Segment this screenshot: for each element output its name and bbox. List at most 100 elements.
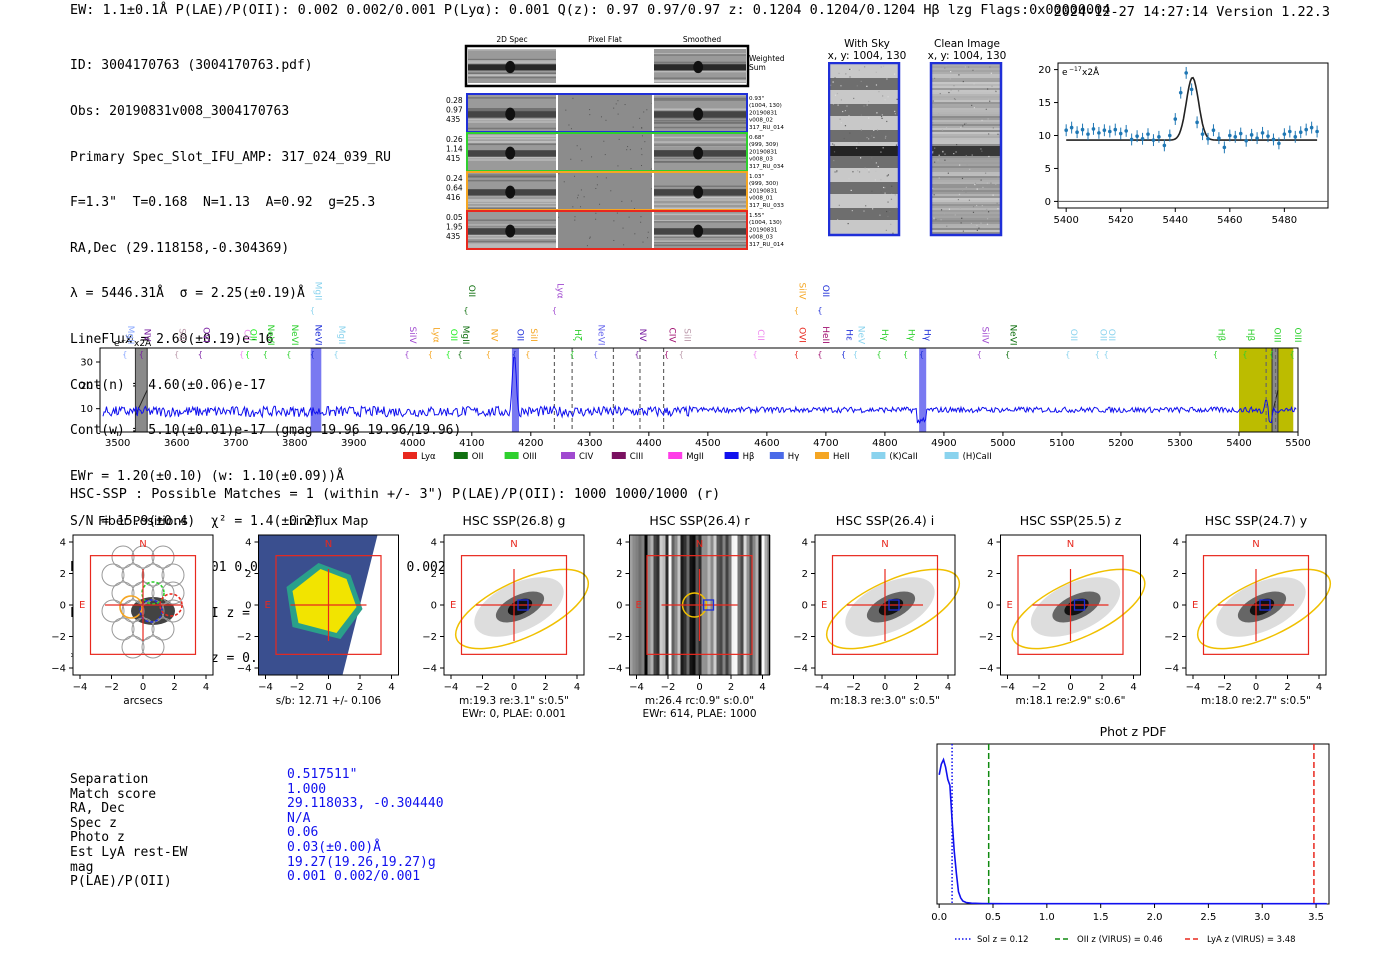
pixel-noise — [954, 98, 957, 101]
legend-label: Hβ — [743, 452, 755, 462]
line-brace: { — [263, 350, 268, 359]
data-point — [1260, 131, 1265, 135]
data-point — [1135, 134, 1139, 138]
x-tick-label: 0 — [511, 682, 517, 693]
data-point — [1282, 132, 1287, 136]
data-point — [1168, 133, 1172, 138]
match-value: N/A — [287, 810, 311, 826]
image-row — [830, 100, 898, 102]
ylabel-e: e — [114, 339, 120, 349]
data-point — [1157, 135, 1161, 139]
image-row — [830, 230, 898, 232]
image-row — [830, 208, 898, 210]
image-row — [830, 120, 898, 122]
pixel-noise — [846, 139, 848, 141]
pixel-noise — [877, 165, 879, 168]
aperture-ellipse — [1011, 568, 1146, 650]
match-labels: Separation Match score RA, Dec Spec z Ph… — [70, 772, 187, 890]
flat-noise — [642, 241, 644, 243]
pixel-noise — [837, 219, 839, 221]
noise-stripe — [468, 174, 556, 176]
pixel-noise — [932, 150, 934, 153]
data-point — [1162, 143, 1167, 148]
row-left-stat: 435 — [446, 232, 461, 241]
north-label: N — [1252, 539, 1259, 550]
image-row — [830, 74, 898, 76]
pixel-noise — [943, 213, 946, 215]
noise-stripe — [468, 74, 556, 77]
legend-label: LyA z (VIRUS) = 3.48 — [1207, 935, 1296, 945]
pixel-noise — [851, 210, 853, 212]
match-box — [1073, 599, 1086, 611]
pixel-noise — [985, 172, 987, 174]
pixel-noise — [834, 77, 836, 79]
image-row — [932, 182, 1000, 184]
image-row — [932, 160, 1000, 162]
x-tick-label: 0 — [140, 682, 146, 693]
emission-line-label: OII — [1097, 329, 1107, 341]
flat-noise — [589, 114, 591, 116]
pixel-noise — [860, 114, 862, 116]
x-tick-label: 2.5 — [1200, 912, 1216, 923]
flat-noise — [570, 158, 572, 160]
line-brace: { — [1095, 350, 1100, 359]
image-row — [932, 206, 1000, 208]
pixel-noise — [890, 223, 892, 225]
data-point — [1255, 136, 1259, 140]
image-row — [932, 218, 1000, 220]
image-row — [932, 200, 1000, 202]
pixel-noise — [938, 154, 940, 156]
image-row — [932, 136, 1000, 138]
pixel-noise — [833, 144, 835, 146]
image-row — [830, 184, 898, 186]
stamp-caption: EWr: 614, PLAE: 1000 — [642, 708, 756, 720]
image-row — [932, 114, 1000, 116]
image-row — [932, 98, 1000, 100]
data-point — [1211, 128, 1216, 133]
emission-line-label: Hβ — [1215, 329, 1225, 342]
x-tick-label: −2 — [846, 682, 861, 693]
pixel-noise — [948, 91, 950, 94]
image-row — [830, 198, 898, 200]
east-label: E — [1007, 600, 1013, 611]
image-row — [932, 152, 1000, 154]
pixel-noise — [891, 193, 893, 196]
y-tick-label: 0 — [245, 601, 251, 612]
pixel-noise — [871, 190, 873, 192]
image-row — [932, 74, 1000, 76]
pixel-noise — [878, 91, 880, 93]
legend-swatch — [668, 452, 683, 459]
line-brace: { — [198, 350, 203, 359]
image-row — [932, 92, 1000, 94]
pixel-noise — [997, 208, 999, 210]
pixel-noise — [881, 114, 883, 116]
emission-line-label: OII — [248, 329, 258, 341]
plot-frame — [99, 347, 1299, 433]
emission-line-label: Hγ — [921, 329, 931, 342]
data-point — [1178, 90, 1183, 95]
pixel-noise — [887, 174, 890, 176]
row-right-info: v008_03 — [749, 235, 773, 241]
line-brace: { — [334, 350, 339, 359]
pixel-noise — [880, 66, 882, 68]
noise-stripe — [654, 80, 746, 82]
y-tick-label: −4 — [51, 664, 66, 675]
weighted-label: Sum — [749, 63, 766, 72]
pixel-noise — [974, 182, 977, 184]
row-right-info: v008_02 — [749, 118, 773, 124]
line-brace: { — [1290, 350, 1295, 359]
image-row — [932, 128, 1000, 130]
flat-noise — [634, 233, 636, 235]
pixel-noise — [949, 78, 951, 80]
image-row — [932, 112, 1000, 114]
pixel-noise — [831, 143, 834, 145]
noise-column — [755, 535, 759, 675]
image-row — [830, 224, 898, 226]
y-tick-label: 0 — [802, 601, 808, 612]
pixel-noise — [944, 159, 946, 161]
flat-noise — [646, 109, 648, 111]
line-brace: { — [174, 350, 179, 359]
image-row — [830, 72, 898, 74]
y-tick-label: 2 — [987, 569, 993, 580]
